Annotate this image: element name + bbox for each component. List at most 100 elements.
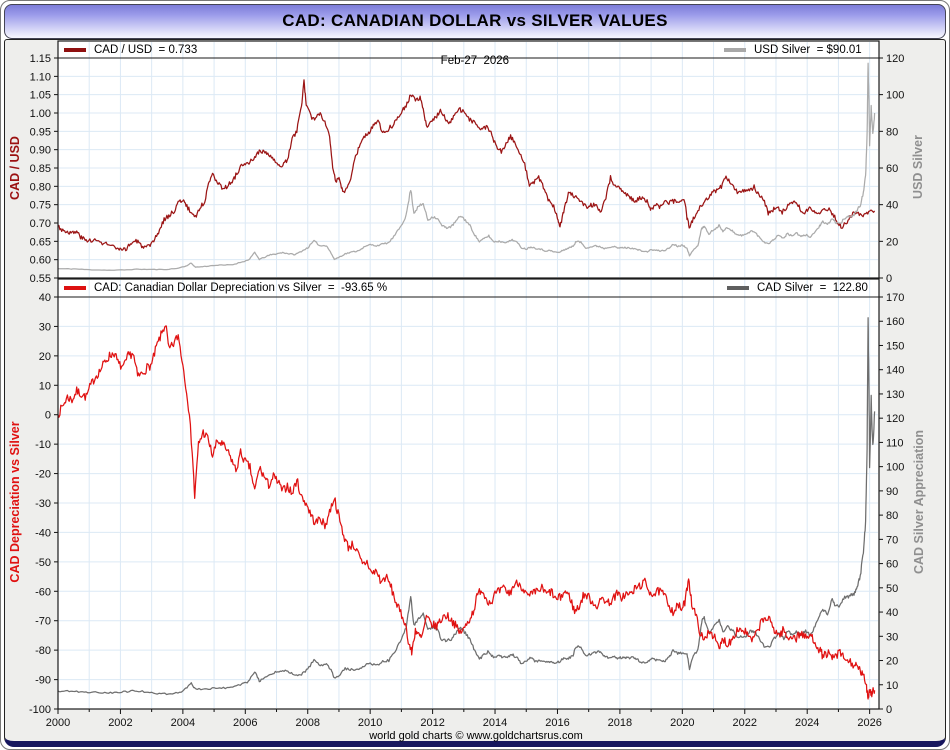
svg-text:0.70: 0.70 xyxy=(30,218,51,230)
svg-text:2002: 2002 xyxy=(108,717,132,729)
svg-text:0: 0 xyxy=(45,410,51,422)
legend-cad-usd: CAD / USD = 0.733 xyxy=(64,43,197,57)
page-title: CAD: CANADIAN DOLLAR vs SILVER VALUES xyxy=(282,11,668,30)
svg-text:0: 0 xyxy=(886,704,892,716)
svg-text:-40: -40 xyxy=(35,527,51,539)
legend-usd-silver: USD Silver = $90.01 xyxy=(724,43,862,57)
svg-text:40: 40 xyxy=(886,607,898,619)
svg-text:160: 160 xyxy=(886,316,904,328)
usd-silver-line-swatch xyxy=(724,48,746,52)
svg-text:1.15: 1.15 xyxy=(30,53,51,65)
svg-text:80: 80 xyxy=(886,510,898,522)
svg-text:1.00: 1.00 xyxy=(30,108,51,120)
svg-text:0.75: 0.75 xyxy=(30,200,51,212)
svg-text:0.85: 0.85 xyxy=(30,163,51,175)
svg-text:10: 10 xyxy=(886,680,898,692)
series-lines xyxy=(58,317,876,700)
svg-text:30: 30 xyxy=(39,321,51,333)
svg-text:0.65: 0.65 xyxy=(30,236,51,248)
axis-title-cad-silver-appreciation: CAD Silver Appreciation xyxy=(912,429,926,575)
svg-text:-30: -30 xyxy=(35,498,51,510)
axis-ticks: 0.55 0.60 0.65 0.70 0.75 0.80 0.85 0.90 0.95 1.00… xyxy=(30,53,905,285)
legend-cad-depreciation-label: CAD: Canadian Dollar Depreciation vs Sil… xyxy=(94,282,388,294)
svg-text:0.60: 0.60 xyxy=(30,255,51,267)
legend-cad-usd-label: CAD / USD = 0.733 xyxy=(94,44,198,56)
svg-text:0.80: 0.80 xyxy=(30,181,51,193)
svg-text:1.05: 1.05 xyxy=(30,90,51,102)
cad-depreciation-line-swatch xyxy=(64,286,86,290)
svg-text:2026: 2026 xyxy=(857,717,881,729)
legend-cad-silver: CAD Silver = 122.80 xyxy=(727,281,868,295)
svg-text:100: 100 xyxy=(886,462,904,474)
svg-text:10: 10 xyxy=(39,380,51,392)
svg-text:20: 20 xyxy=(886,236,898,248)
svg-text:40: 40 xyxy=(886,200,898,212)
svg-text:2000: 2000 xyxy=(46,717,70,729)
svg-text:2020: 2020 xyxy=(670,717,694,729)
svg-text:140: 140 xyxy=(886,365,904,377)
cad-usd-line-swatch xyxy=(64,48,86,52)
axis-title-cad-usd: CAD / USD xyxy=(8,136,22,200)
top-panel: 0.55 0.60 0.65 0.70 0.75 0.80 0.85 0.90 0.95 1.00… xyxy=(30,40,905,285)
svg-text:2014: 2014 xyxy=(483,717,507,729)
svg-text:2016: 2016 xyxy=(545,717,569,729)
svg-text:50: 50 xyxy=(886,583,898,595)
svg-text:-10: -10 xyxy=(35,439,51,451)
svg-text:150: 150 xyxy=(886,340,904,352)
cad-silver-line xyxy=(58,317,876,696)
svg-text:20: 20 xyxy=(886,656,898,668)
svg-text:70: 70 xyxy=(886,534,898,546)
chart-date: Feb-27 2026 xyxy=(440,55,510,67)
svg-text:0.90: 0.90 xyxy=(30,145,51,157)
svg-text:60: 60 xyxy=(886,163,898,175)
svg-text:2022: 2022 xyxy=(733,717,757,729)
legend-usd-silver-label: USD Silver = $90.01 xyxy=(754,44,862,56)
svg-text:100: 100 xyxy=(886,90,904,102)
axis-title-usd-silver: USD Silver xyxy=(911,135,925,199)
usd-silver-line xyxy=(58,62,876,271)
svg-text:40: 40 xyxy=(39,292,51,304)
series-lines xyxy=(58,62,876,271)
svg-text:0: 0 xyxy=(886,273,892,285)
svg-text:2008: 2008 xyxy=(295,717,319,729)
svg-text:2018: 2018 xyxy=(608,717,632,729)
axis-title-cad-depreciation: CAD Depreciation vs Silver xyxy=(8,421,22,583)
svg-text:-60: -60 xyxy=(35,586,51,598)
svg-text:20: 20 xyxy=(39,351,51,363)
svg-text:-80: -80 xyxy=(35,645,51,657)
svg-text:90: 90 xyxy=(886,486,898,498)
gridlines xyxy=(59,42,878,277)
svg-text:80: 80 xyxy=(886,126,898,138)
bottom-panel: -100-90-80-70-60-50-40-30-20-10010203040… xyxy=(29,278,904,729)
svg-text:2010: 2010 xyxy=(358,717,382,729)
svg-text:2024: 2024 xyxy=(795,717,819,729)
svg-text:-90: -90 xyxy=(35,675,51,687)
svg-text:130: 130 xyxy=(886,389,904,401)
svg-text:120: 120 xyxy=(886,413,904,425)
svg-text:110: 110 xyxy=(886,437,904,449)
credit-footer: world gold charts © www.goldchartsrus.co… xyxy=(369,730,583,742)
svg-text:1.10: 1.10 xyxy=(30,71,51,83)
svg-text:-100: -100 xyxy=(29,704,51,716)
legend-cad-depreciation: CAD: Canadian Dollar Depreciation vs Sil… xyxy=(64,281,387,295)
svg-text:-20: -20 xyxy=(35,469,51,481)
svg-text:-50: -50 xyxy=(35,557,51,569)
title-bar: CAD: CANADIAN DOLLAR vs SILVER VALUES xyxy=(4,4,946,39)
gridlines xyxy=(59,280,878,708)
svg-text:0.95: 0.95 xyxy=(30,126,51,138)
svg-text:170: 170 xyxy=(886,292,904,304)
svg-text:2012: 2012 xyxy=(420,717,444,729)
cad-silver-line-swatch xyxy=(727,286,749,290)
svg-text:120: 120 xyxy=(886,53,904,65)
svg-text:-70: -70 xyxy=(35,616,51,628)
svg-text:0.55: 0.55 xyxy=(30,273,51,285)
legend-cad-silver-label: CAD Silver = 122.80 xyxy=(757,282,868,294)
cad-canadian-dollar-depreciation-vs-silver-line xyxy=(58,325,876,700)
svg-text:2004: 2004 xyxy=(171,717,195,729)
svg-text:2006: 2006 xyxy=(233,717,257,729)
cad-usd-line xyxy=(58,79,876,252)
svg-text:30: 30 xyxy=(886,631,898,643)
svg-text:60: 60 xyxy=(886,559,898,571)
